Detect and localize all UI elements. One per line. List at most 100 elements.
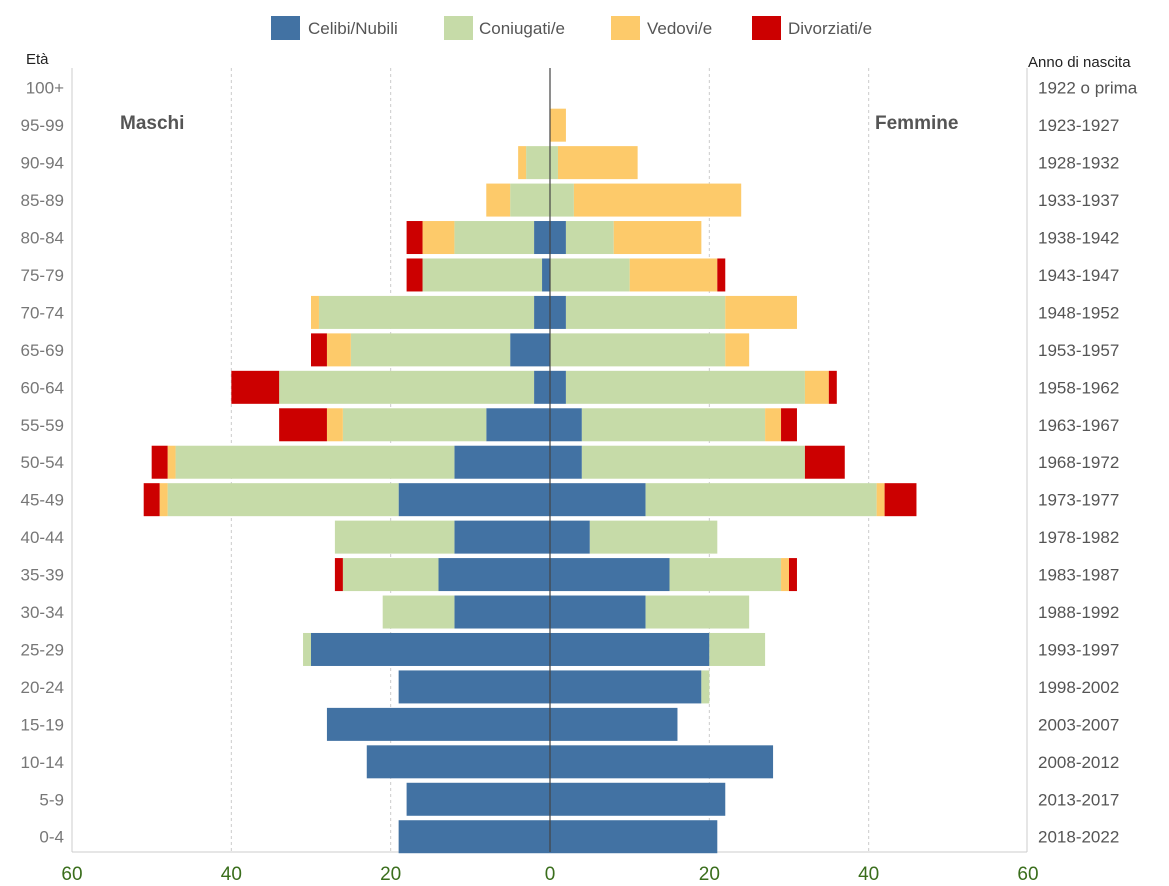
bar-male-50-54-Divorziati/e	[151, 445, 168, 479]
bar-female-95-99-Vedovi/e	[550, 108, 566, 142]
age-label: 90-94	[21, 154, 64, 173]
birth-year-label: 2018-2022	[1038, 828, 1119, 847]
x-tick-label: 60	[1017, 864, 1038, 885]
birth-year-label: 1963-1967	[1038, 416, 1119, 435]
age-label: 75-79	[21, 266, 64, 285]
y-axis-title: Età	[26, 51, 49, 68]
bar-male-10-14-Celibi/Nubili	[366, 745, 550, 779]
age-label: 95-99	[21, 116, 64, 135]
bar-male-65-69-Celibi/Nubili	[510, 333, 550, 367]
bar-female-60-64-Coniugati/e	[565, 370, 805, 404]
bar-female-50-54-Divorziati/e	[804, 445, 845, 479]
birth-year-label: 1948-1952	[1038, 303, 1119, 322]
x-tick-label: 40	[221, 864, 242, 885]
birth-year-label: 1998-2002	[1038, 678, 1119, 697]
bar-male-35-39-Divorziati/e	[334, 558, 343, 592]
age-label: 85-89	[21, 191, 64, 210]
birth-year-label: 2003-2007	[1038, 715, 1119, 734]
birth-year-label: 2008-2012	[1038, 753, 1119, 772]
bar-male-70-74-Vedovi/e	[311, 295, 319, 329]
right-axis-title: Anno di nascita	[1028, 54, 1131, 71]
birth-year-label: 1958-1962	[1038, 378, 1119, 397]
birth-year-label: 1938-1942	[1038, 229, 1119, 248]
bar-female-0-4-Celibi/Nubili	[550, 820, 718, 854]
bar-male-90-94-Vedovi/e	[518, 146, 527, 180]
bar-male-50-54-Coniugati/e	[175, 445, 455, 479]
bar-female-60-64-Celibi/Nubili	[550, 370, 566, 404]
bar-female-45-49-Vedovi/e	[876, 483, 885, 517]
bar-male-45-49-Celibi/Nubili	[398, 483, 550, 517]
age-label: 20-24	[21, 678, 64, 697]
bar-male-85-89-Vedovi/e	[486, 183, 511, 217]
bar-female-80-84-Coniugati/e	[565, 221, 614, 255]
bar-female-65-69-Vedovi/e	[725, 333, 750, 367]
bar-male-50-54-Vedovi/e	[167, 445, 176, 479]
age-label: 15-19	[21, 715, 64, 734]
birth-year-label: 1993-1997	[1038, 640, 1119, 659]
bar-female-35-39-Celibi/Nubili	[550, 558, 670, 592]
age-label: 60-64	[21, 378, 64, 397]
birth-year-label: 1968-1972	[1038, 453, 1119, 472]
bar-male-80-84-Celibi/Nubili	[534, 221, 550, 255]
legend: Celibi/Nubili Coniugati/e Vedovi/e Divor…	[271, 16, 872, 40]
bar-female-10-14-Celibi/Nubili	[550, 745, 774, 779]
x-tick-label: 20	[380, 864, 401, 885]
age-label: 40-44	[21, 528, 64, 547]
bar-female-20-24-Celibi/Nubili	[550, 670, 702, 704]
bar-male-80-84-Coniugati/e	[454, 221, 535, 255]
legend-label-coniugati: Coniugati/e	[479, 19, 565, 38]
bar-female-70-74-Coniugati/e	[565, 295, 726, 329]
bar-male-20-24-Celibi/Nubili	[398, 670, 550, 704]
bar-female-40-44-Coniugati/e	[589, 520, 718, 554]
bar-male-65-69-Vedovi/e	[326, 333, 351, 367]
bar-female-55-59-Coniugati/e	[581, 408, 766, 442]
bar-male-40-44-Coniugati/e	[334, 520, 455, 554]
bar-male-25-29-Celibi/Nubili	[311, 632, 550, 666]
bars	[143, 108, 917, 854]
birth-year-label: 1983-1987	[1038, 566, 1119, 585]
bar-female-60-64-Vedovi/e	[804, 370, 829, 404]
age-label: 0-4	[39, 828, 64, 847]
bar-male-70-74-Celibi/Nubili	[534, 295, 550, 329]
bar-female-20-24-Coniugati/e	[701, 670, 710, 704]
bar-male-55-59-Divorziati/e	[279, 408, 327, 442]
bar-male-45-49-Divorziati/e	[143, 483, 160, 517]
age-label: 35-39	[21, 566, 64, 585]
age-label: 50-54	[21, 453, 64, 472]
birth-year-label: 1928-1932	[1038, 154, 1119, 173]
bar-female-85-89-Vedovi/e	[573, 183, 742, 217]
bar-female-90-94-Vedovi/e	[557, 146, 638, 180]
bar-female-80-84-Celibi/Nubili	[550, 221, 566, 255]
age-label: 30-34	[21, 603, 64, 622]
birth-year-label: 2013-2017	[1038, 790, 1119, 809]
bar-female-70-74-Celibi/Nubili	[550, 295, 566, 329]
bar-female-15-19-Celibi/Nubili	[550, 707, 678, 741]
bar-male-80-84-Divorziati/e	[406, 221, 423, 255]
bar-female-30-34-Celibi/Nubili	[550, 595, 646, 629]
bar-female-30-34-Coniugati/e	[645, 595, 750, 629]
x-tick-label: 20	[699, 864, 720, 885]
bar-female-55-59-Divorziati/e	[781, 408, 797, 442]
bar-female-50-54-Celibi/Nubili	[550, 445, 582, 479]
birth-year-label: 1988-1992	[1038, 603, 1119, 622]
bar-female-55-59-Vedovi/e	[765, 408, 782, 442]
x-tick-label: 40	[858, 864, 879, 885]
age-labels: 100+ 95-99 90-94 85-89 80-84 75-79 70-74 65-69 6…	[21, 79, 65, 847]
birth-year-labels: 1922 o prima 1923-1927 1928-1932 1933-1937 1…	[1038, 79, 1138, 847]
bar-male-70-74-Coniugati/e	[318, 295, 535, 329]
bar-male-90-94-Coniugati/e	[526, 146, 550, 180]
bar-female-35-39-Divorziati/e	[789, 558, 797, 592]
bar-male-65-69-Coniugati/e	[350, 333, 511, 367]
age-label: 65-69	[21, 341, 64, 360]
bar-male-30-34-Coniugati/e	[382, 595, 455, 629]
legend-swatch-celibi	[271, 16, 300, 40]
bar-male-65-69-Divorziati/e	[311, 333, 327, 367]
age-label: 80-84	[21, 229, 64, 248]
bar-female-50-54-Coniugati/e	[581, 445, 805, 479]
age-label: 5-9	[39, 790, 64, 809]
male-side-label: Maschi	[120, 113, 184, 134]
bar-male-75-79-Coniugati/e	[422, 258, 543, 292]
legend-swatch-coniugati	[444, 16, 473, 40]
bar-male-60-64-Celibi/Nubili	[534, 370, 550, 404]
bar-female-70-74-Vedovi/e	[725, 295, 797, 329]
